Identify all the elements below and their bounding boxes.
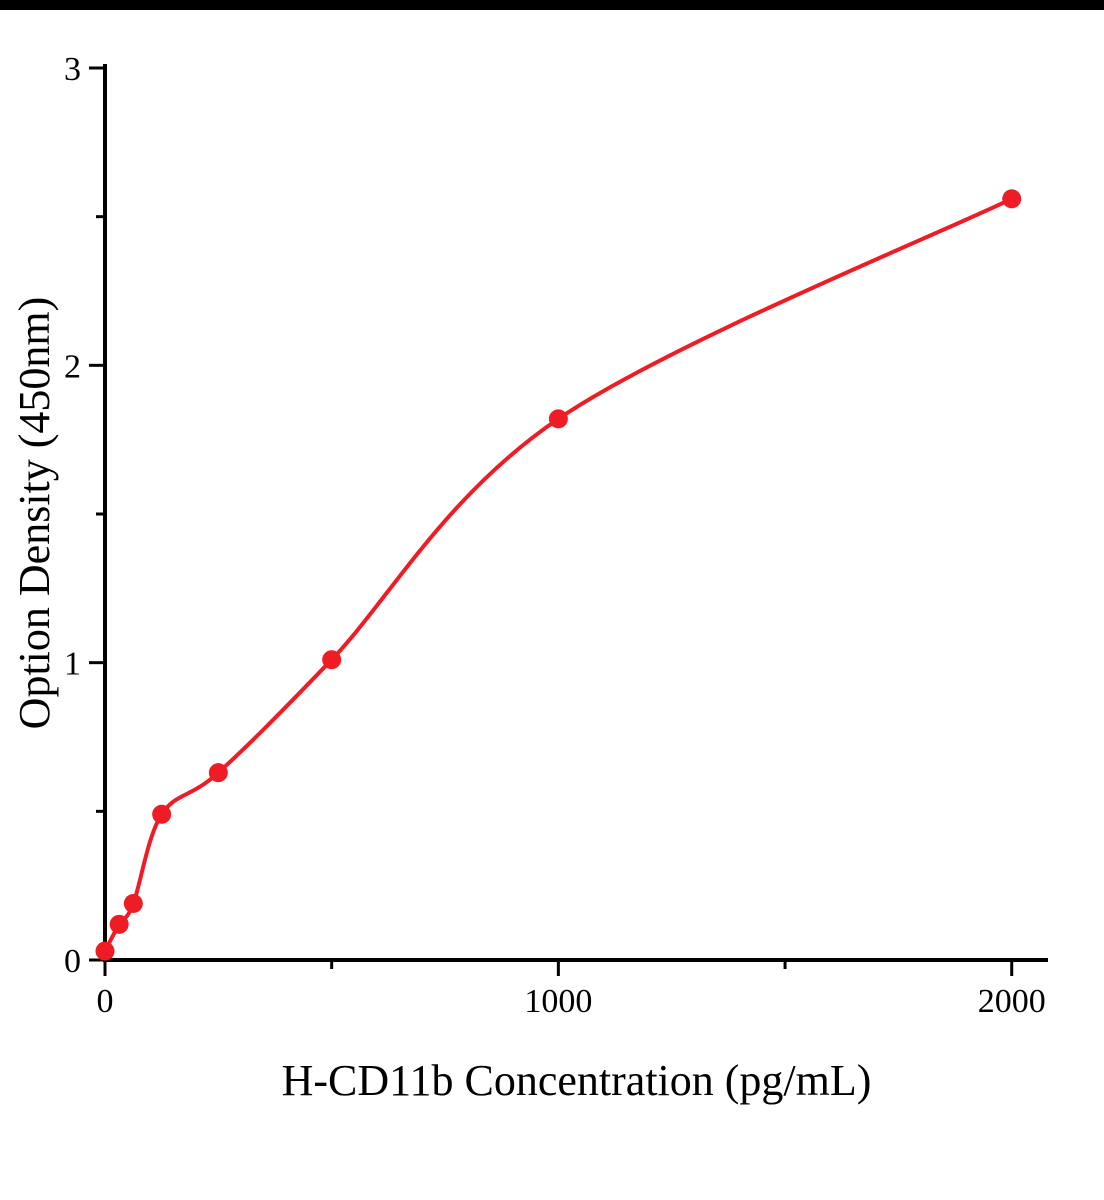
y-tick-label: 3 — [64, 51, 81, 88]
x-tick-label: 1000 — [524, 983, 592, 1020]
data-point — [123, 894, 143, 914]
y-axis-title: Option Density (450nm) — [10, 296, 59, 730]
x-axis-title: H-CD11b Concentration (pg/mL) — [281, 1056, 872, 1105]
fit-curve — [103, 196, 1014, 954]
data-point — [152, 804, 172, 824]
x-tick-label: 2000 — [978, 983, 1046, 1020]
y-tick-label: 1 — [64, 646, 81, 683]
data-point — [95, 941, 115, 961]
x-tick-label: 0 — [97, 983, 114, 1020]
top-border — [0, 0, 1104, 10]
data-point — [548, 409, 568, 429]
data-point — [322, 650, 342, 670]
data-point — [208, 763, 228, 783]
data-point — [109, 914, 129, 934]
y-tick-label: 0 — [64, 943, 81, 980]
data-point — [1002, 189, 1022, 209]
y-tick-label: 2 — [64, 348, 81, 385]
